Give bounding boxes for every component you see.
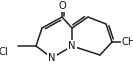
Text: Cl: Cl xyxy=(0,47,8,57)
Text: N: N xyxy=(68,41,76,51)
Text: O: O xyxy=(58,1,66,11)
Text: CH₃: CH₃ xyxy=(122,37,133,47)
Text: N: N xyxy=(48,53,56,63)
